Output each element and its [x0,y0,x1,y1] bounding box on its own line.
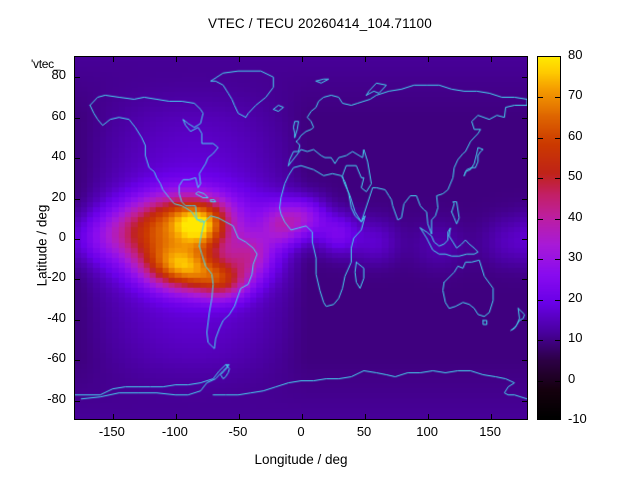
colorbar-gradient [538,57,560,419]
y-tick-label: -20 [47,269,66,285]
x-tick-label: -50 [228,424,248,439]
y-tick [75,279,80,280]
x-tick-label: 50 [356,424,372,439]
y-tick-label: 20 [51,188,66,204]
x-tick-label: -150 [98,424,125,439]
y-tick [522,199,527,200]
x-tick [302,57,303,62]
x-tick [239,414,240,419]
x-tick [176,414,177,419]
colorbar-tick [555,381,560,382]
y-tick-label: 0 [58,229,66,244]
colorbar-tick [538,138,543,139]
colorbar-tick-label: 30 [568,249,583,265]
colorbar-tick-label: 40 [568,208,583,224]
vtec-heatmap-canvas [75,57,527,419]
y-tick [75,320,80,321]
x-tick [365,57,366,62]
x-tick [302,414,303,419]
x-tick-label: 150 [479,424,501,439]
colorbar-tick [538,178,543,179]
x-tick [239,57,240,62]
colorbar-tick-label: 20 [568,289,583,305]
colorbar-tick [538,219,543,220]
y-tick [522,279,527,280]
y-tick [522,239,527,240]
x-tick-label: 0 [297,424,305,439]
x-tick [365,414,366,419]
colorbar-tick-label: -10 [568,411,587,426]
y-tick [522,320,527,321]
y-tick-label: -60 [47,350,66,366]
y-tick [522,401,527,402]
y-tick-label: 40 [51,148,66,164]
y-tick [75,360,80,361]
x-tick [428,57,429,62]
y-tick [75,118,80,119]
colorbar-tick [555,259,560,260]
y-tick [522,158,527,159]
colorbar-tick [555,340,560,341]
x-tick [428,414,429,419]
y-tick [75,158,80,159]
y-tick-label: 80 [51,67,66,83]
y-tick [522,77,527,78]
x-tick-label: -100 [161,424,188,439]
colorbar-tick [538,300,543,301]
colorbar-tick-label: 60 [568,127,583,143]
y-tick-label: 60 [51,107,66,123]
y-tick [75,239,80,240]
y-tick [75,401,80,402]
y-tick-label: -40 [47,309,66,325]
y-tick [522,118,527,119]
colorbar-tick [555,138,560,139]
y-tick [75,199,80,200]
colorbar-tick [555,300,560,301]
x-tick [491,414,492,419]
x-tick [113,414,114,419]
colorbar[interactable] [537,56,561,420]
colorbar-tick-label: 80 [568,47,583,62]
gnuplot-key-title-artifact: 'vtec_ [31,57,61,71]
y-axis-title: Latitude / deg [34,204,50,287]
y-tick [75,77,80,78]
x-tick-label: 100 [416,424,438,439]
colorbar-tick [538,381,543,382]
colorbar-tick [538,97,543,98]
y-tick [522,360,527,361]
colorbar-tick [555,178,560,179]
x-tick [176,57,177,62]
colorbar-tick [538,340,543,341]
colorbar-tick-label: 50 [568,168,583,184]
y-tick-label: -80 [47,390,66,406]
figure-title: VTEC / TECU 20260414_104.71100 [208,16,432,31]
x-tick [113,57,114,62]
colorbar-tick-label: 0 [568,370,576,386]
colorbar-tick [555,97,560,98]
colorbar-tick-label: 10 [568,330,583,346]
x-tick [491,57,492,62]
colorbar-tick [538,259,543,260]
colorbar-tick [555,219,560,220]
map-plot-area[interactable] [74,56,528,420]
colorbar-tick-label: 70 [568,87,583,103]
x-axis-title: Longitude / deg [254,452,348,467]
